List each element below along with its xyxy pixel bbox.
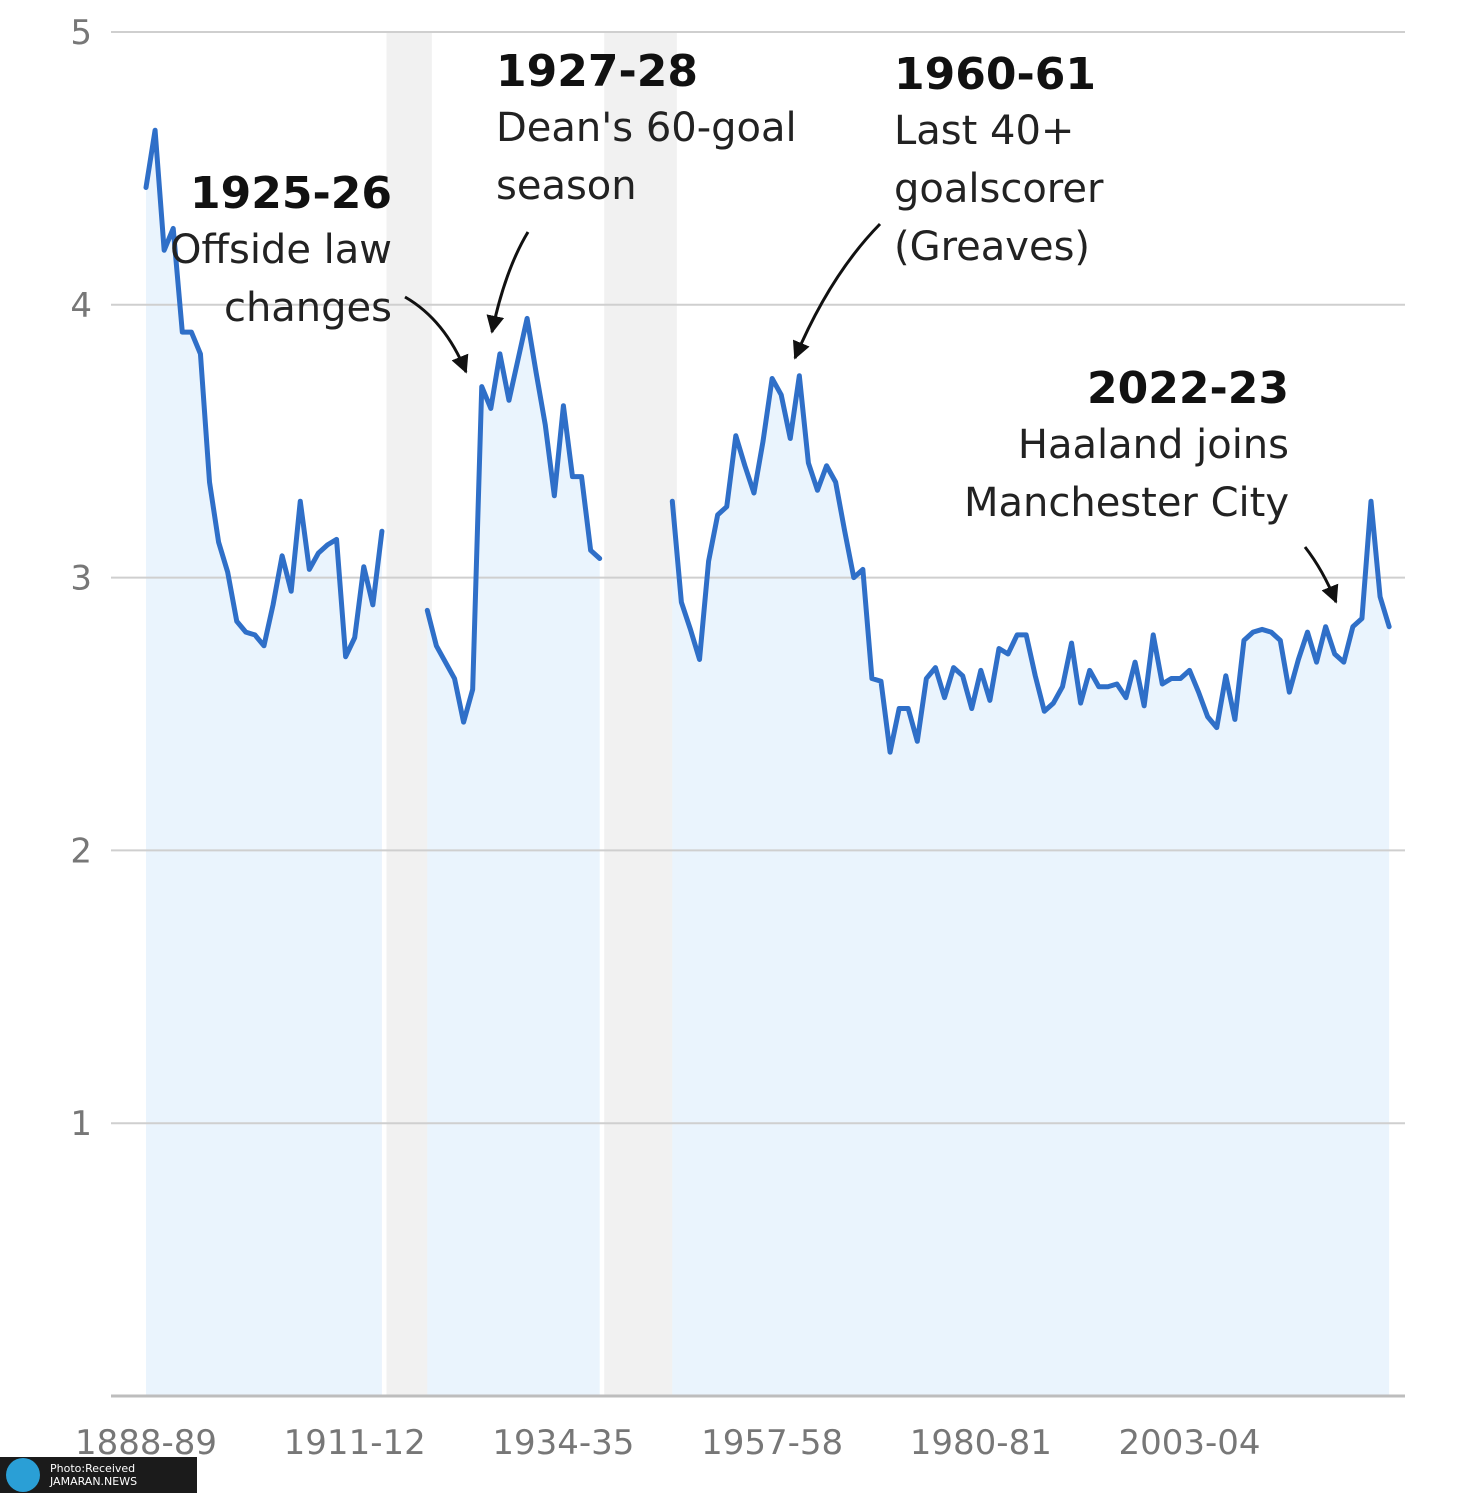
annotation-text: Dean's 60-goal — [496, 105, 797, 151]
watermark: Photo:Received JAMARAN.NEWS — [0, 1457, 197, 1493]
annotation-title: 1927-28 — [496, 46, 698, 97]
y-tick-label: 3 — [70, 559, 92, 599]
annotation-text: goalscorer — [894, 166, 1104, 212]
gridlines — [111, 31, 1405, 1398]
x-tick-label: 1911-12 — [284, 1423, 426, 1463]
watermark-text: Photo:Received JAMARAN.NEWS — [50, 1462, 137, 1488]
annotation-arrow-1 — [404, 295, 469, 374]
annotation-arrow-3 — [793, 222, 882, 360]
y-axis: 1 2 3 4 5 — [70, 13, 92, 1144]
series-line-segment-3 — [669, 373, 1392, 755]
annotation-1925-26: 1925-26 Offside law changes — [170, 168, 392, 331]
annotation-2022-23: 2022-23 Haaland joins Manchester City — [964, 363, 1289, 526]
annotation-text: Offside law — [170, 227, 392, 273]
area-fill-segment-2 — [427, 318, 600, 1397]
x-tick-label: 2003-04 — [1118, 1423, 1260, 1463]
annotation-title: 2022-23 — [1087, 363, 1289, 414]
y-tick-label: 2 — [70, 831, 92, 871]
annotations: 1925-26 Offside law changes 1927-28 Dean's 6… — [170, 46, 1289, 526]
gap-bands — [386, 32, 677, 1396]
watermark-line2: JAMARAN.NEWS — [50, 1475, 138, 1488]
annotation-text: changes — [224, 285, 392, 331]
x-tick-label: 1888-89 — [75, 1423, 217, 1463]
y-tick-label: 4 — [70, 286, 92, 326]
annotation-text: season — [496, 163, 637, 209]
jamaran-logo-icon — [6, 1458, 40, 1492]
annotation-arrows — [404, 222, 1339, 604]
annotation-text: Haaland joins — [1018, 422, 1289, 468]
series-line-segment-1 — [143, 127, 385, 660]
annotation-title: 1925-26 — [190, 168, 392, 219]
y-tick-label: 1 — [70, 1104, 92, 1144]
x-tick-label: 1934-35 — [492, 1423, 634, 1463]
annotation-title: 1960-61 — [894, 49, 1096, 100]
annotation-arrow-2 — [486, 231, 530, 334]
annotation-text: Last 40+ — [894, 108, 1074, 154]
gap-band-1 — [386, 32, 432, 1396]
annotation-arrow-4 — [1303, 546, 1339, 604]
annotation-text: Manchester City — [964, 480, 1289, 526]
annotation-1960-61: 1960-61 Last 40+ goalscorer (Greaves) — [894, 49, 1104, 270]
watermark-line1: Photo:Received — [50, 1462, 136, 1475]
area-fill-segment-3 — [672, 375, 1390, 1397]
x-tick-label: 1957-58 — [701, 1423, 843, 1463]
series-line-segment-2 — [424, 315, 603, 725]
annotation-text: (Greaves) — [894, 224, 1090, 270]
y-tick-label: 5 — [70, 13, 92, 53]
x-tick-label: 1980-81 — [910, 1423, 1052, 1463]
gap-band-2 — [604, 32, 677, 1396]
x-axis: 1888-89 1911-12 1934-35 1957-58 1980-81 2003-… — [75, 1423, 1261, 1463]
series-lines — [143, 127, 1392, 755]
annotation-1927-28: 1927-28 Dean's 60-goal season — [496, 46, 797, 209]
